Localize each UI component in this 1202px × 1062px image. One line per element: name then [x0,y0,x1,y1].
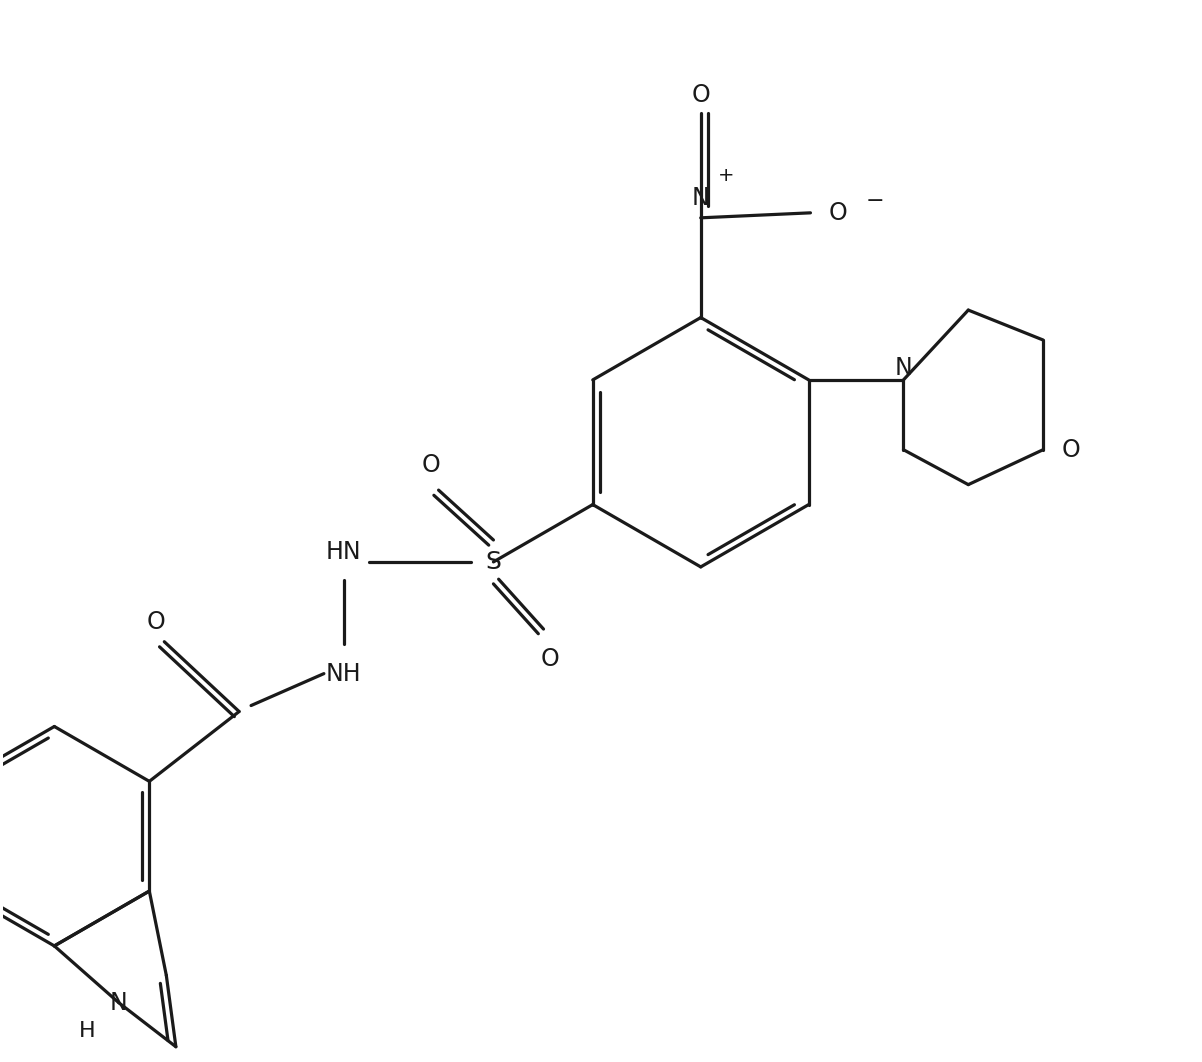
Text: S: S [486,550,501,573]
Text: +: + [718,167,734,186]
Text: O: O [421,453,440,477]
Text: −: − [865,191,885,211]
Text: O: O [541,647,560,671]
Text: O: O [691,83,710,107]
Text: N: N [692,186,709,210]
Text: H: H [78,1021,95,1041]
Text: N: N [109,991,127,1015]
Text: N: N [894,356,912,380]
Text: O: O [147,610,166,634]
Text: O: O [829,201,847,225]
Text: HN: HN [326,539,362,564]
Text: NH: NH [326,662,362,686]
Text: O: O [1061,438,1081,462]
